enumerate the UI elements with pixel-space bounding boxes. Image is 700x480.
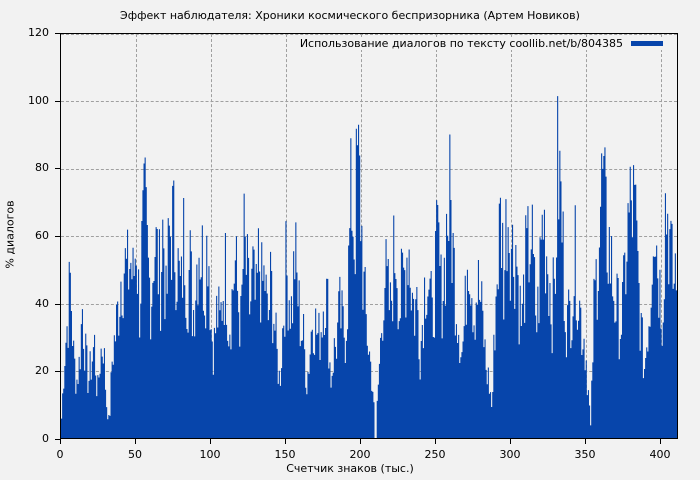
chart-title: Эффект наблюдателя: Хроники космического… [120,9,580,22]
x-tick-label: 50 [128,448,142,461]
x-tick-mark [435,439,436,444]
x-axis-label: Счетчик знаков (тыс.) [286,462,414,475]
legend: Использование диалогов по тексту coollib… [297,37,665,50]
y-tick-mark [55,236,60,237]
x-tick-label: 250 [424,448,446,461]
gridline-x-100 [211,34,212,438]
gridline-y-60 [61,236,677,237]
x-tick-mark [660,439,661,444]
x-tick-mark [585,439,586,444]
y-tick-mark [55,168,60,170]
y-tick-label: 120 [28,26,49,39]
x-tick-label: 350 [574,448,596,461]
y-tick-label: 60 [35,229,49,242]
x-tick-mark [210,439,211,444]
y-tick-label: 20 [35,364,49,378]
y-tick-mark [55,33,60,34]
gridline-x-50 [136,34,137,438]
y-tick-label: 100 [28,93,49,107]
y-tick-mark [55,439,60,440]
gridline-y-100 [61,101,677,102]
x-tick-mark [285,439,286,444]
x-tick-label: 100 [199,448,221,461]
gridline-y-80 [61,169,677,170]
x-tick-label: 0 [56,448,64,461]
gridline-y-40 [61,304,677,305]
y-tick-label: 0 [42,432,49,445]
y-axis-label: % диалогов [3,200,17,269]
x-tick-label: 200 [349,448,371,461]
x-tick-mark [510,439,511,444]
x-tick-label: 400 [649,448,671,461]
gridline-x-400 [661,34,662,438]
y-tick-mark [55,371,60,373]
legend-label: Использование диалогов по тексту coollib… [299,37,623,50]
bars-path [61,96,677,438]
x-tick-mark [135,439,136,444]
y-tick-label: 40 [35,296,49,310]
y-tick-mark [55,100,60,102]
x-tick-label: 150 [274,448,296,461]
x-tick-mark [360,439,361,444]
plot-area [60,33,678,439]
y-tick-mark [55,303,60,305]
x-tick-mark [60,439,61,444]
gridline-x-300 [511,34,512,438]
y-tick-label: 80 [35,161,49,175]
bar-series [61,96,677,438]
gridline-y-120 [61,34,677,35]
legend-swatch [631,41,663,46]
gridline-x-350 [586,34,587,438]
x-tick-label: 300 [499,448,521,461]
